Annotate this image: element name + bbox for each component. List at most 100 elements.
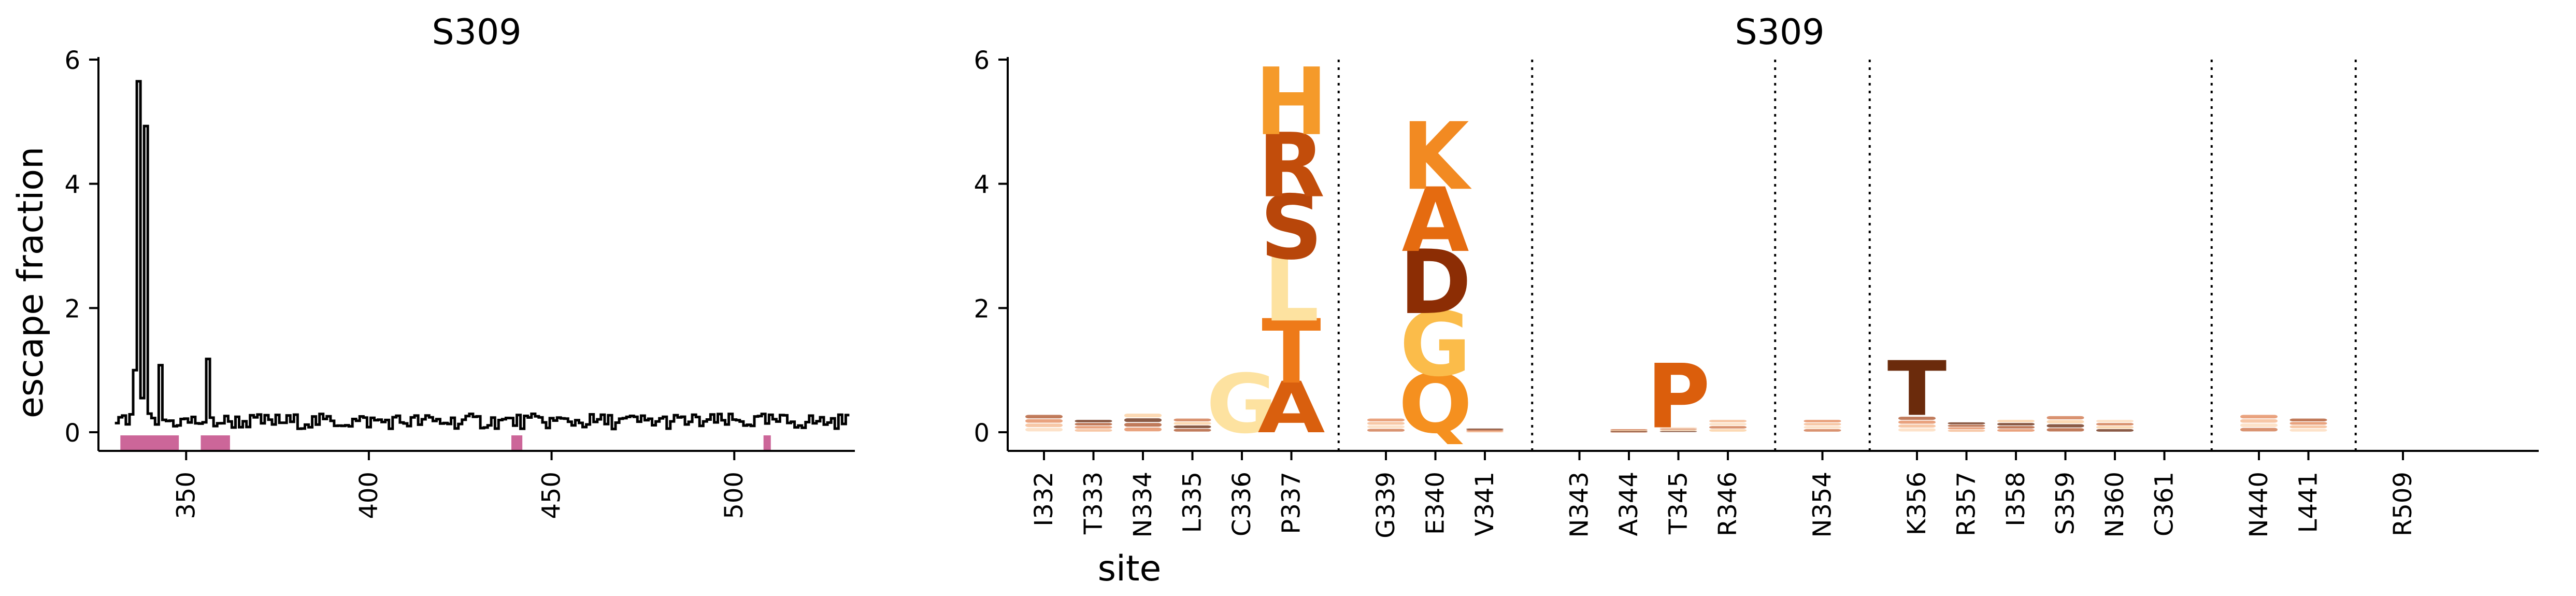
small-letter-N360	[2096, 426, 2134, 429]
group-break-lines	[1337, 60, 2357, 451]
highlight-bars	[120, 435, 771, 451]
logo-letter-E340-D: D	[1399, 231, 1471, 334]
x-tick-label-R357: R357	[1952, 472, 1981, 536]
x-tick-label-P337: P337	[1277, 472, 1306, 534]
small-letter-G339	[1367, 429, 1405, 432]
small-letter-R357	[1948, 422, 1985, 424]
x-tick-label-L335: L335	[1178, 472, 1207, 533]
x-tick-label-L441: L441	[2294, 472, 2323, 533]
logo-letter-P337-L: L	[1264, 238, 1319, 342]
logo-letter-E340-Q: Q	[1398, 357, 1472, 451]
small-letter-T345	[1659, 428, 1697, 430]
y-tick-label: 0	[974, 419, 990, 448]
highlight-bar-0	[120, 435, 179, 451]
x-tick-label-R346: R346	[1713, 472, 1742, 536]
line-plot-ylabel: escape fraction	[10, 147, 51, 418]
small-letter-I332	[1025, 428, 1063, 432]
x-tick-label: 450	[537, 472, 566, 519]
x-tick-label-N343: N343	[1565, 472, 1594, 538]
small-letter-N354	[1804, 423, 1841, 425]
highlight-bar-3	[763, 435, 771, 451]
logo-letter-E340-K: K	[1401, 103, 1471, 210]
small-letter-R357	[1948, 424, 1985, 427]
logo-plot-title: S309	[1735, 12, 1825, 53]
small-letter-R357	[1948, 427, 1985, 430]
small-letter-V341	[1466, 428, 1504, 430]
small-letter-N440	[2240, 423, 2278, 427]
x-tick-label-I358: I358	[2001, 472, 2030, 527]
line-plot-axes: 0 2 4 6 350 400 450 500	[64, 46, 855, 519]
small-letter-L335	[1173, 422, 1211, 425]
small-letter-G339	[1367, 418, 1405, 421]
small-letter-T345	[1659, 431, 1697, 432]
small-letter-T333	[1075, 426, 1112, 429]
logo-letter-K356-T: T	[1887, 346, 1947, 433]
small-letter-N440	[2240, 419, 2278, 423]
x-tick-label: 350	[171, 472, 201, 519]
small-letter-N334	[1124, 428, 1162, 432]
small-letter-K356	[1898, 420, 1936, 424]
line-plot-title: S309	[432, 12, 522, 53]
x-tick-label-S359: S359	[2051, 472, 2080, 535]
x-tick-label-K356: K356	[1902, 472, 1931, 535]
y-tick-label: 2	[64, 294, 80, 323]
small-letter-I358	[1997, 423, 2035, 425]
small-letter-A344	[1610, 429, 1648, 431]
small-letter-R346	[1709, 420, 1747, 422]
small-letter-N354	[1804, 426, 1841, 429]
x-tick-label-N440: N440	[2244, 472, 2273, 538]
small-letter-T345	[1659, 427, 1697, 429]
logo-letter-P337-R: R	[1258, 114, 1325, 217]
small-letter-R346	[1709, 426, 1747, 429]
y-tick-label: 6	[974, 46, 990, 75]
x-tick-label-V341: V341	[1470, 472, 1499, 536]
logo-letter-T345-P: P	[1647, 345, 1710, 448]
small-letter-N360	[2096, 423, 2134, 425]
line-plot-panel: S309 escape fraction 0 2 4 6 350 400 450 500	[10, 12, 855, 519]
small-letter-L335	[1173, 425, 1211, 429]
y-tick-label: 4	[64, 171, 80, 200]
small-letter-I358	[1997, 429, 2035, 432]
small-letter-L441	[2289, 425, 2327, 429]
x-tick-label: 500	[720, 472, 749, 519]
x-tick-label-C336: C336	[1227, 472, 1256, 536]
small-letter-I332	[1025, 415, 1063, 419]
small-letter-R346	[1709, 423, 1747, 425]
escape-fraction-line	[115, 80, 850, 431]
logo-plot-xlabel: site	[1098, 548, 1162, 589]
small-letter-L335	[1173, 418, 1211, 421]
small-letter-K356	[1898, 428, 1936, 432]
x-tick-label-N360: N360	[2100, 472, 2129, 538]
x-tick-label-N354: N354	[1808, 472, 1837, 538]
small-letter-G339	[1367, 422, 1405, 425]
small-letter-S359	[2047, 420, 2084, 423]
x-tick-label-R509: R509	[2388, 472, 2417, 536]
logo-letter-P337-S: S	[1260, 176, 1323, 279]
small-letter-S359	[2047, 424, 2084, 428]
small-letter-K356	[1898, 417, 1936, 420]
x-tick-label-N334: N334	[1128, 472, 1157, 538]
small-letter-V341	[1466, 429, 1504, 431]
x-tick-label-E340: E340	[1421, 472, 1450, 535]
x-tick-label-T333: T333	[1079, 472, 1108, 535]
small-letter-S359	[2047, 428, 2084, 432]
small-letter-R357	[1948, 430, 1985, 432]
logo-letter-P337-A: A	[1257, 367, 1325, 449]
x-tick-label-C361: C361	[2150, 472, 2179, 536]
small-letter-L441	[2289, 418, 2327, 421]
small-letter-N354	[1804, 429, 1841, 432]
small-letter-T345	[1659, 430, 1697, 431]
y-tick-label: 6	[64, 46, 80, 75]
small-letter-N334	[1124, 414, 1162, 418]
small-letter-N360	[2096, 429, 2134, 432]
logo-letter-E340-A: A	[1401, 169, 1469, 272]
logo-letter-P337-H: H	[1255, 48, 1328, 156]
logo-letter-C336-G: G	[1206, 357, 1278, 451]
small-letter-L441	[2289, 422, 2327, 425]
small-letter-N440	[2240, 415, 2278, 419]
x-tick-label-G339: G339	[1371, 472, 1400, 538]
y-tick-label: 4	[974, 171, 990, 200]
small-letter-V341	[1466, 431, 1504, 433]
